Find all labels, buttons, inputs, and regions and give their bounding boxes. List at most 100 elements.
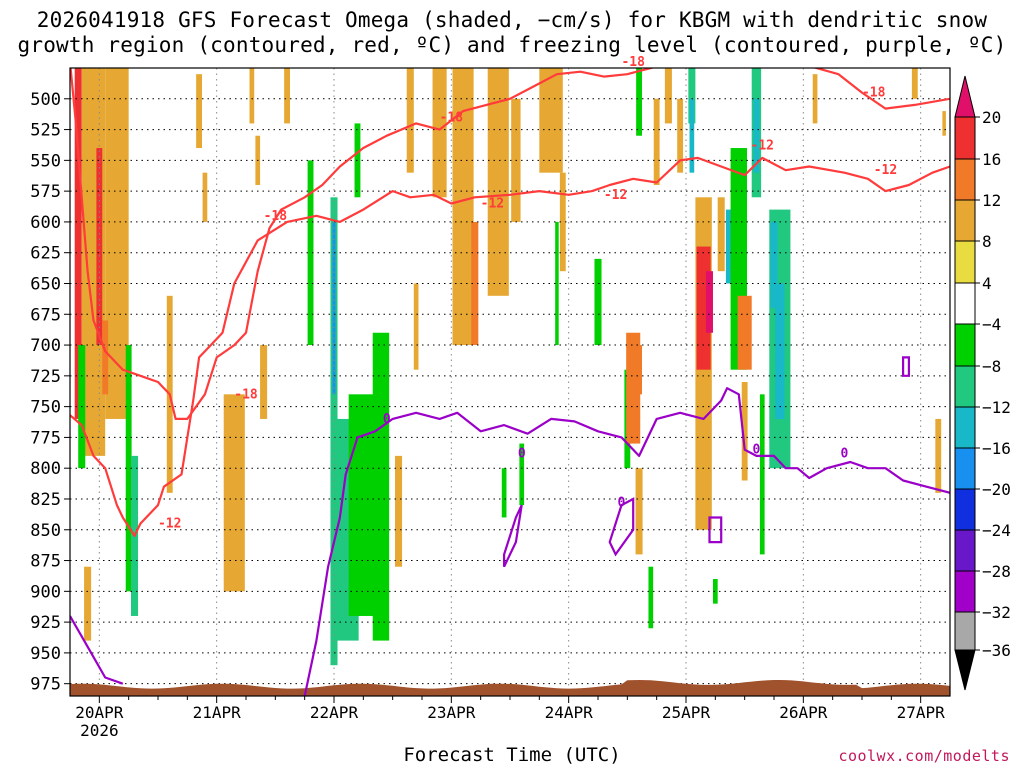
credit-text: coolwx.com/modelts (838, 747, 1010, 765)
omega-shade-region (284, 68, 290, 124)
omega-shade-region (759, 394, 765, 555)
omega-shade-region (539, 68, 563, 173)
contour-label-freezing: 0 (518, 446, 526, 461)
y-tick-label: 525 (30, 121, 61, 141)
omega-shade-region (712, 579, 718, 604)
colorbar-segment (954, 323, 976, 367)
colorbar-label: −28 (982, 562, 1011, 581)
omega-shade-region (559, 172, 566, 272)
y-tick-label: 650 (30, 274, 61, 294)
y-tick-label: 575 (30, 182, 61, 202)
colorbar-label: −20 (982, 480, 1011, 499)
contour-label-temp: -12 (604, 188, 627, 203)
x-tick-label: 24APR (545, 703, 594, 722)
y-tick-label: 950 (30, 644, 61, 664)
contour-line (70, 156, 950, 537)
colorbar-top-arrow (954, 75, 976, 118)
omega-shade-region (635, 468, 643, 555)
colorbar-label: 16 (982, 150, 1001, 169)
omega-shade-region (636, 68, 642, 136)
colorbar-label: −24 (982, 521, 1011, 540)
omega-shade-region (689, 98, 695, 173)
y-tick-label: 750 (30, 398, 61, 418)
colorbar-segment (954, 282, 976, 325)
omega-shade-region (413, 283, 419, 370)
contour-label-temp: -12 (874, 163, 897, 178)
omega-shade-region (717, 197, 725, 272)
colorbar-segment (954, 240, 976, 284)
y-tick-label: 600 (30, 213, 61, 233)
omega-shade-region (594, 258, 602, 346)
contour-closed (608, 497, 635, 557)
x-tick-label: 23APR (427, 703, 476, 722)
contour-line (70, 68, 950, 420)
omega-shade-region (372, 332, 390, 641)
omega-shade-region (775, 283, 785, 419)
chart-title-line2: growth region (contoured, red, ºC) and f… (17, 33, 1007, 57)
y-tick-label: 675 (30, 305, 61, 325)
contour-closed (503, 504, 523, 568)
omega-shade-region (196, 74, 202, 149)
omega-shade-region (653, 98, 660, 185)
contour-line (70, 615, 124, 685)
contour-label-temp: -18 (440, 110, 464, 125)
omega-shade-region (688, 68, 696, 124)
omega-shade-region (501, 468, 507, 518)
y-tick-label: 875 (30, 552, 61, 572)
omega-shade-region (911, 68, 918, 99)
contour-label-freezing: 0 (383, 412, 391, 427)
colorbar-label: 8 (982, 232, 992, 251)
omega-shade-region (202, 172, 208, 222)
colorbar-segment (954, 488, 976, 531)
ground-surface (70, 680, 950, 696)
contour-label-freezing: 0 (840, 446, 848, 461)
x-tick-year: 2026 (80, 721, 119, 740)
omega-shade-region (812, 74, 818, 124)
x-tick-label: 20APR (75, 703, 124, 722)
contour-label-temp: -12 (158, 517, 181, 532)
colorbar-segment (954, 406, 976, 449)
x-tick-label: 21APR (193, 703, 242, 722)
contour-label-temp: -18 (621, 55, 645, 70)
omega-shade-region (249, 68, 255, 124)
omega-shade-region (432, 68, 447, 198)
omega-shade-region (487, 68, 509, 296)
omega-shade-region (519, 443, 525, 506)
colorbar-segment (954, 199, 976, 242)
x-axis-title: Forecast Time (UTC) (403, 744, 621, 766)
colorbar-segment (954, 158, 976, 201)
colorbar-label: 20 (982, 108, 1001, 127)
omega-shade-region (471, 221, 479, 346)
omega-shade-region (753, 98, 760, 173)
omega-shade-region (125, 345, 132, 592)
omega-shade-region (395, 455, 403, 567)
contour-label-temp: -12 (481, 196, 504, 211)
contour-label-freezing: 0 (618, 496, 626, 511)
contour-line (303, 387, 950, 696)
omega-shade-region (648, 566, 654, 629)
y-tick-label: 900 (30, 582, 61, 602)
omega-shade-region (555, 221, 559, 346)
omega-shade-region (307, 160, 314, 346)
contour-label-temp: -18 (264, 209, 288, 224)
y-tick-label: 500 (30, 90, 61, 110)
y-tick-label: 975 (30, 675, 61, 695)
colorbar-label: −32 (982, 603, 1011, 622)
omega-shade-region (223, 394, 245, 592)
colorbar-label: 4 (982, 274, 992, 293)
plot-area (70, 68, 950, 696)
colorbar-segment (954, 365, 976, 408)
colorbar-label: −12 (982, 398, 1011, 417)
x-tick-label: 25APR (662, 703, 711, 722)
y-tick-label: 800 (30, 459, 61, 479)
colorbar-segment (954, 611, 976, 651)
colorbar-label: −8 (982, 357, 1001, 376)
omega-shade-region (770, 221, 778, 309)
omega-shade-region (677, 98, 684, 173)
omega-shade-region (102, 320, 109, 395)
y-tick-label: 725 (30, 367, 61, 387)
x-tick-label: 27APR (897, 703, 946, 722)
x-tick-label: 22APR (310, 703, 359, 722)
omega-shade-region (74, 68, 82, 419)
omega-shade-region (737, 295, 752, 370)
